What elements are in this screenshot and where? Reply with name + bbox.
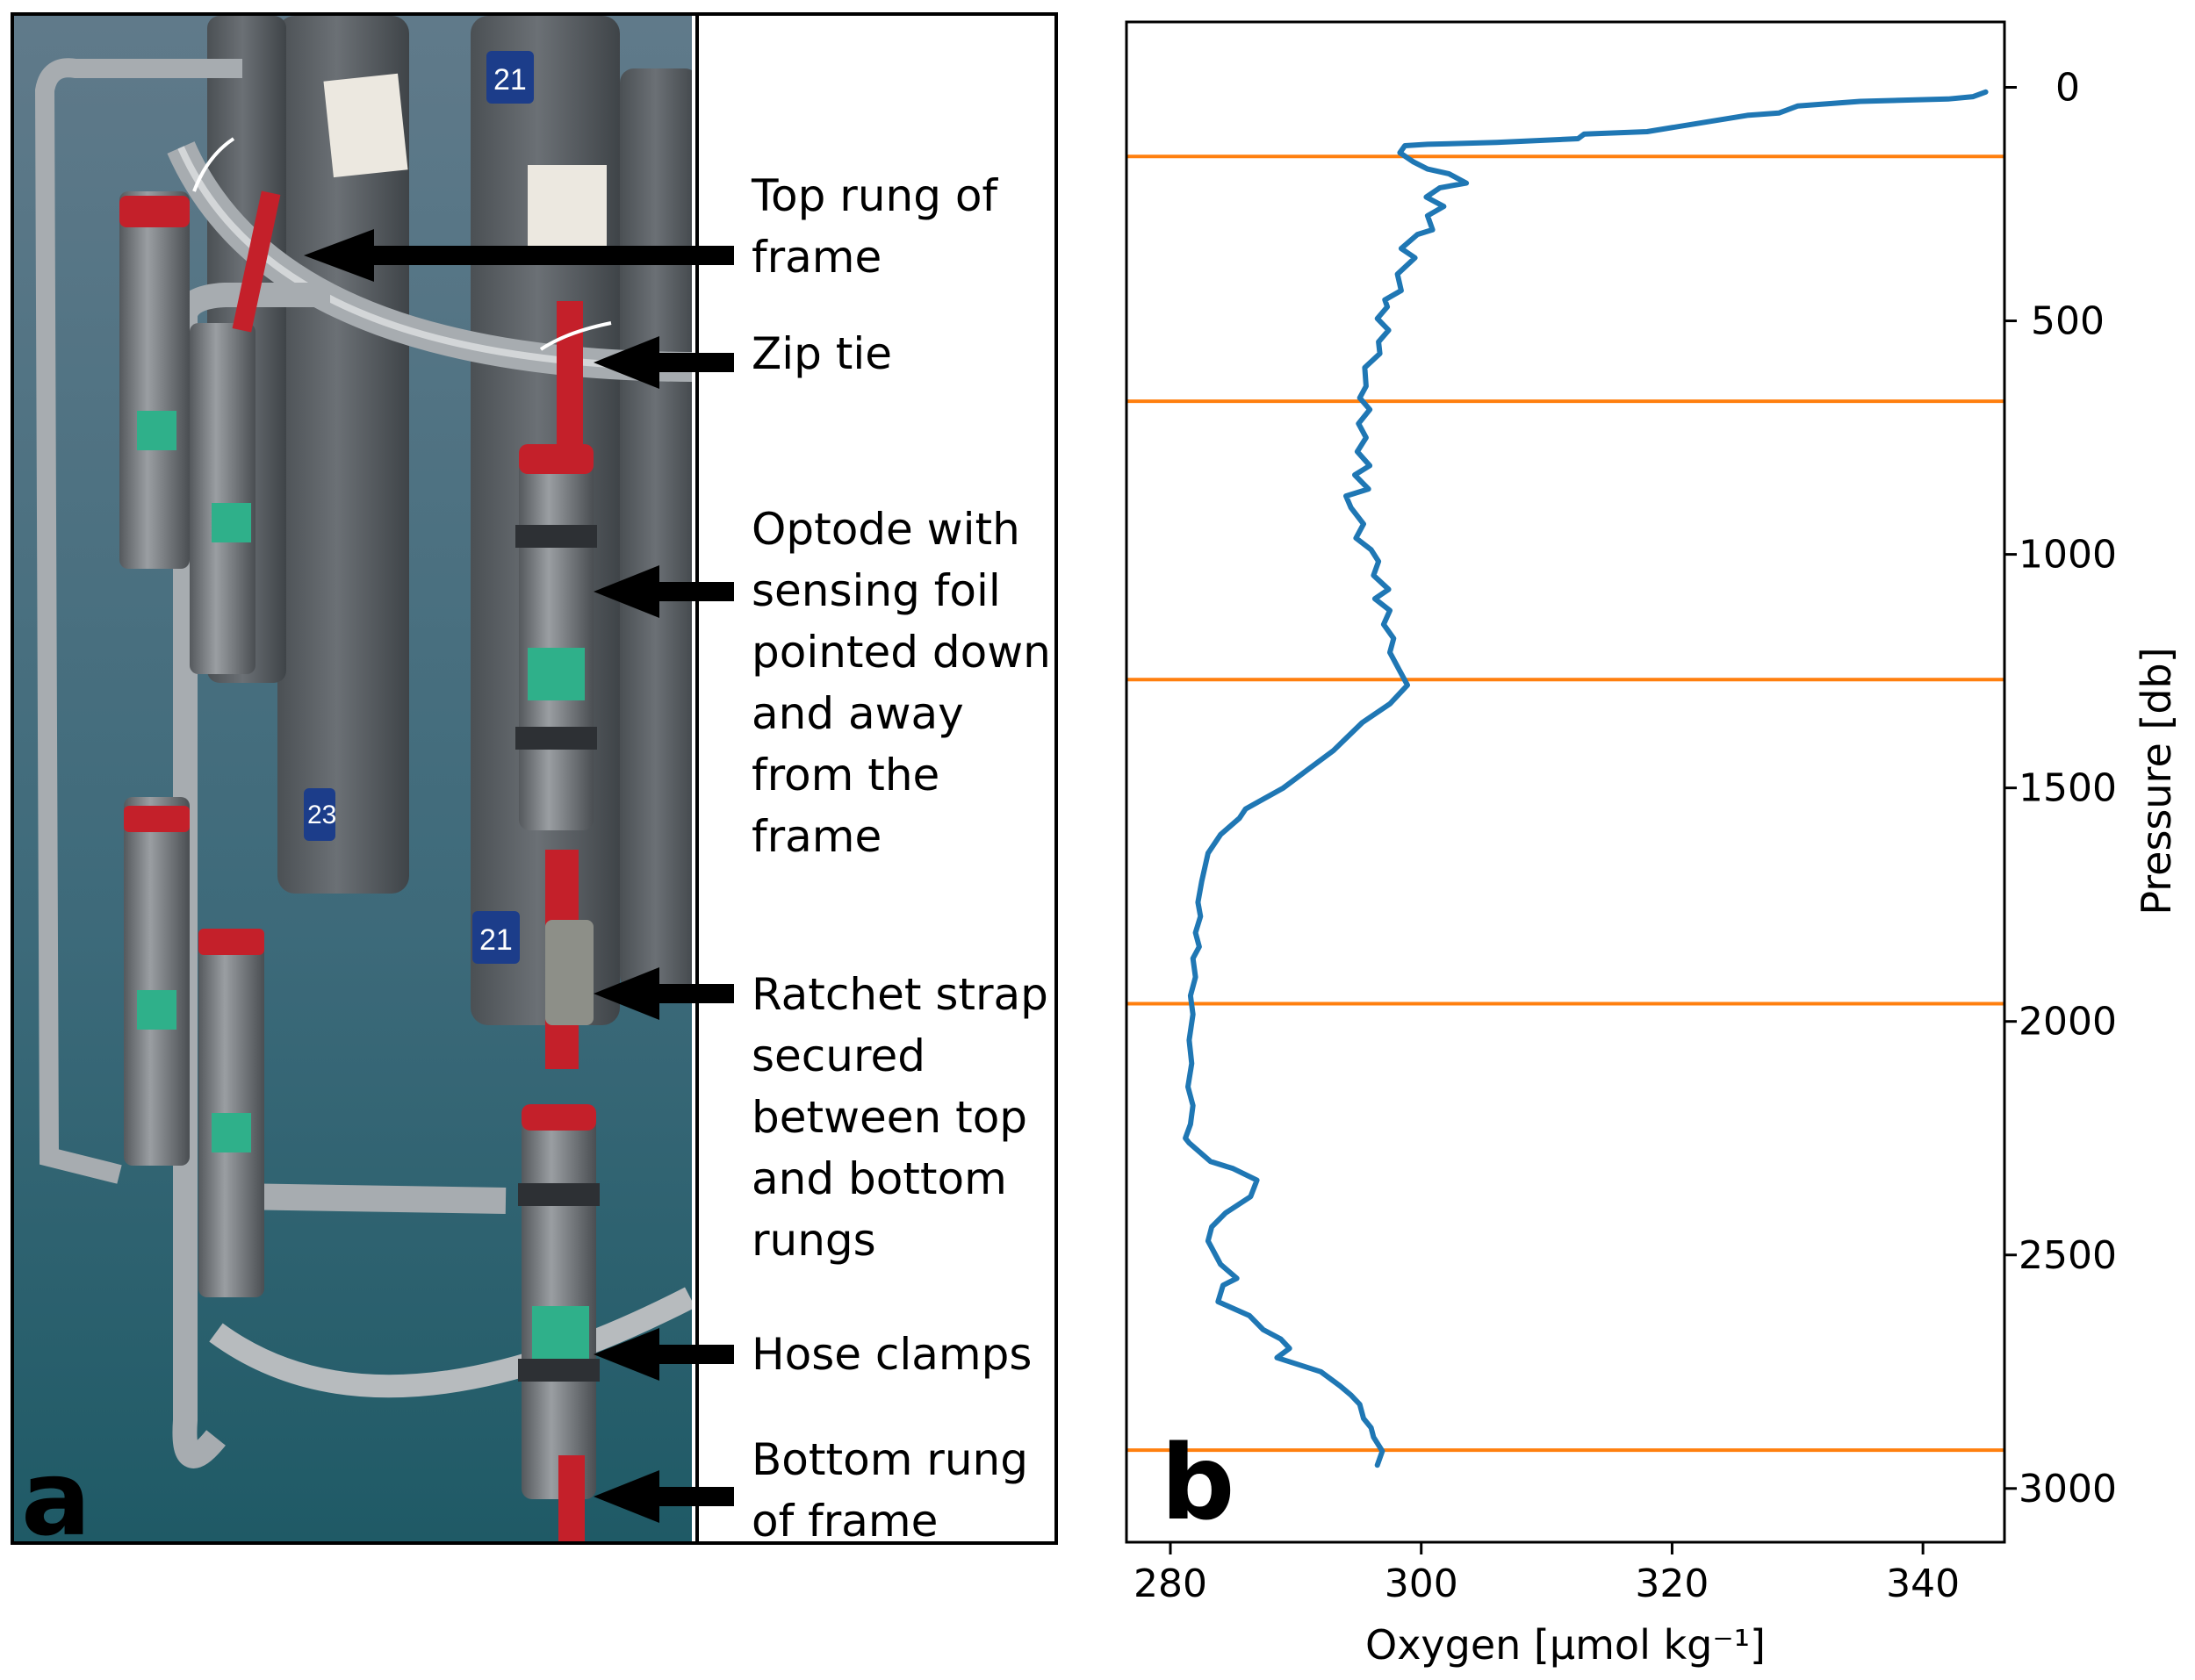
panel-a: 21 21 23 (11, 12, 1058, 1550)
oxygen-series-line (1183, 89, 1989, 1468)
frame-pole (34, 58, 242, 1184)
niskin-bottle (277, 16, 409, 894)
frame-pole (172, 283, 330, 1468)
bottle-number: 21 (493, 63, 527, 97)
label-bottom-rung: Bottom rung of frame (752, 1434, 1028, 1547)
label-zip-tie: Zip tie (752, 328, 893, 379)
rosette-photo: 21 21 23 (14, 16, 699, 1541)
zip-tie (539, 321, 612, 351)
arrow-hose-clamps (594, 1328, 734, 1381)
panel-b: 280 300 320 340 0 500 1000 1500 2000 2500 3000 Ox… (1080, 0, 2195, 1676)
y-tick-label: 2000 (2019, 1000, 2117, 1045)
plot-frame (1125, 20, 2006, 1544)
y-tick-label: 3000 (2019, 1467, 2117, 1511)
ratchet-strap (558, 1455, 585, 1541)
label-top-rung: Top rung of frame (752, 170, 998, 283)
panel-letter-a: a (21, 1438, 91, 1559)
x-tick-label: 340 (1886, 1562, 1960, 1606)
arrow-optode (594, 565, 734, 618)
y-axis-label: Pressure [db] (2133, 647, 2180, 915)
ratchet-mechanism (545, 920, 594, 1025)
x-axis-label: Oxygen [μmol kg⁻¹] (1365, 1621, 1766, 1669)
y-tick-label: 2500 (2019, 1233, 2117, 1278)
y-tick-label: 0 (2055, 65, 2080, 110)
niskin-bottle (620, 68, 692, 990)
bottle-number: 21 (479, 923, 513, 957)
ratchet-strap (557, 301, 583, 450)
left-sensors (119, 191, 264, 1297)
bottom-rung (209, 1287, 692, 1398)
y-tick-label: 1000 (2019, 533, 2117, 578)
label-optode: Optode with sensing foil pointed down an… (752, 504, 1051, 862)
bottle-number: 23 (307, 801, 336, 829)
arrow-top-rung (304, 229, 734, 282)
label-hose-clamps: Hose clamps (752, 1329, 1033, 1380)
oxygen-profile-chart: 280 300 320 340 0 500 1000 1500 2000 2500 3000 Ox… (1125, 20, 2180, 1669)
annotation-arrows (304, 229, 734, 1523)
zip-tie (192, 137, 235, 192)
arrow-zip-tie (594, 336, 734, 389)
x-tick-label: 300 (1385, 1562, 1458, 1606)
label-ratchet-strap: Ratchet strap secured between top and bo… (752, 969, 1048, 1266)
y-tick-label: 1500 (2019, 766, 2117, 811)
arrow-bottom-rung (594, 1470, 734, 1523)
panel-letter-b: b (1161, 1422, 1234, 1543)
y-tick-label: 500 (2031, 299, 2105, 344)
ratchet-strap (232, 190, 281, 333)
optode-sensor (515, 444, 597, 830)
x-tick-label: 320 (1635, 1562, 1709, 1606)
bottom-rung (233, 1183, 507, 1214)
x-tick-label: 280 (1133, 1562, 1207, 1606)
arrow-ratchet (594, 967, 734, 1020)
optode-sensor (518, 1104, 600, 1499)
